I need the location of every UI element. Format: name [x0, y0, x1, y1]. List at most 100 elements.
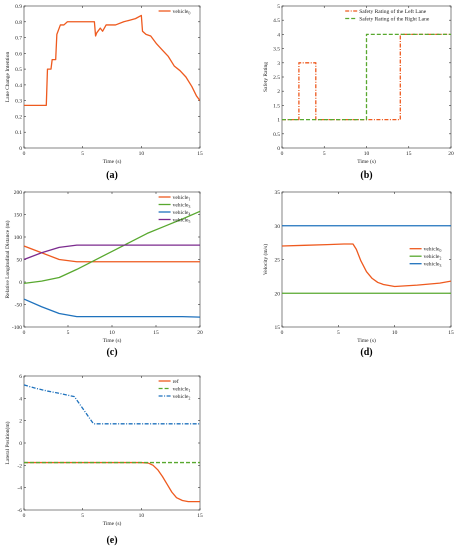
y-tick-label: 100 [14, 235, 23, 241]
x-tick-label: 0 [281, 151, 284, 157]
legend-label: vehicle1 [173, 387, 191, 394]
y-tick-label: 25 [275, 258, 281, 264]
y-tick-label: 1.5 [273, 103, 280, 109]
y-tick-label: 20 [275, 291, 281, 297]
chart-panel-e: 0 5 10 15 -6 -4 -2 0 2 4 6 Time (s) Lateral Position… [4, 374, 203, 546]
y-tick-label: 5 [277, 4, 280, 10]
x-tick-label: 5 [337, 330, 340, 336]
y-tick-label: 150 [14, 213, 23, 219]
x-tick-label: 20 [197, 330, 203, 336]
chart-panel-a: 0 5 10 15 0 0.1 0.2 0.3 0.4 0.5 0.6 0.7 0.8 0.9 Time (… [5, 4, 203, 181]
x-tick-label: 10 [139, 151, 145, 157]
x-tick-label: 0 [281, 330, 284, 336]
y-axis-label: Lane Change Intention [5, 52, 11, 103]
y-tick-label: 35 [275, 190, 281, 196]
x-axis-label: Time (s) [357, 158, 376, 165]
y-tick-label: 200 [14, 190, 23, 196]
x-tick-label: 5 [67, 330, 70, 336]
y-tick-label: 0.9 [15, 4, 22, 10]
x-tick-label: 10 [139, 513, 145, 519]
y-axis-label: Relative Longitudinal Distance (m) [4, 220, 11, 298]
y-tick-label: 4 [277, 32, 280, 38]
legend-subscript: 0 [439, 249, 441, 253]
legend-subscript: 5 [188, 220, 190, 224]
x-tick-label: 15 [448, 330, 454, 336]
x-axis-label: Time (s) [357, 337, 376, 344]
legend-label: vehicle2 [424, 254, 442, 261]
x-tick-label: 15 [197, 513, 203, 519]
y-axis-label: Safety Rating [262, 62, 269, 92]
y-tick-label: 0.8 [15, 20, 22, 26]
panel-label: (d) [360, 347, 372, 358]
y-tick-label: -2 [17, 463, 22, 469]
legend-subscript: 0 [188, 12, 190, 16]
x-tick-label: 0 [23, 151, 26, 157]
legend-subscript: 1 [188, 389, 190, 393]
y-tick-label: 0.2 [15, 114, 22, 120]
y-axis-label: Lateral Position(m) [4, 421, 11, 464]
legend-label: vehicle5 [173, 218, 191, 225]
series-line-vehicle2 [24, 384, 200, 425]
x-tick-label: 10 [109, 330, 115, 336]
legend-subscript: 3 [188, 205, 190, 209]
y-tick-label: 0.7 [15, 36, 22, 42]
legend-label: vehicle0 [173, 9, 191, 16]
series-line-vehicle0 [282, 243, 451, 288]
y-tick-label: 0.5 [15, 67, 22, 73]
legend-label: vehicle3 [424, 262, 442, 269]
y-tick-label: -4 [17, 486, 22, 492]
x-tick-label: 5 [323, 151, 326, 157]
y-tick-label: 4 [19, 396, 22, 402]
legend-label: ref [173, 378, 179, 385]
y-tick-label: -100 [12, 325, 22, 331]
x-axis-label: Time (s) [103, 158, 122, 165]
series-line-ref [24, 461, 200, 503]
series-line-safety-rating-of-the-left-lane [282, 33, 451, 121]
legend-subscript: 2 [439, 257, 441, 261]
x-axis-label: Time (s) [103, 520, 122, 527]
series-line-vehicle5 [24, 244, 200, 261]
x-tick-label: 10 [392, 330, 398, 336]
legend: vehicle0 [158, 9, 191, 16]
x-tick-label: 15 [406, 151, 412, 157]
panel-label: (b) [360, 170, 372, 181]
x-tick-label: 0 [23, 513, 26, 519]
y-tick-label: 6 [19, 374, 22, 380]
y-tick-label: 0.6 [15, 51, 22, 57]
y-tick-label: 30 [275, 224, 281, 230]
series-line-vehicle0 [24, 14, 200, 107]
legend-subscript: 1 [188, 198, 190, 202]
x-tick-label: 20 [448, 151, 454, 157]
series-line-vehicle1 [24, 245, 200, 263]
legend-label: vehicle4 [173, 210, 191, 217]
legend-label: vehicle3 [173, 203, 191, 210]
y-tick-label: 1 [277, 118, 280, 124]
y-tick-label: 3.5 [273, 47, 280, 53]
x-tick-label: 15 [153, 330, 159, 336]
y-tick-label: 0 [277, 146, 280, 152]
plot-frame [23, 5, 201, 149]
y-tick-label: 50 [17, 258, 23, 264]
x-tick-label: 0 [23, 330, 26, 336]
y-tick-label: 0.4 [15, 83, 22, 89]
panel-label: (c) [106, 347, 117, 358]
legend-label: vehicle2 [173, 394, 191, 401]
y-tick-label: 4.5 [273, 18, 280, 24]
y-tick-label: -6 [17, 508, 22, 514]
x-tick-label: 5 [81, 151, 84, 157]
legend-label: Safety Rating of the Right Lane [359, 16, 430, 23]
legend-subscript: 3 [439, 264, 441, 268]
series-line-safety-rating-of-the-right-lane [282, 33, 451, 121]
y-tick-label: 2 [277, 89, 280, 95]
legend-subscript: 2 [188, 397, 190, 401]
chart-panel-b: 0 5 10 15 20 0 0.5 1 1.5 2 2.5 3 3.5 4 4.5 5 Time (s) Saf… [262, 4, 454, 181]
y-tick-label: 2 [19, 419, 22, 425]
y-tick-label: 0 [19, 280, 22, 286]
y-tick-label: 2.5 [273, 75, 280, 81]
y-tick-label: 15 [275, 325, 281, 331]
